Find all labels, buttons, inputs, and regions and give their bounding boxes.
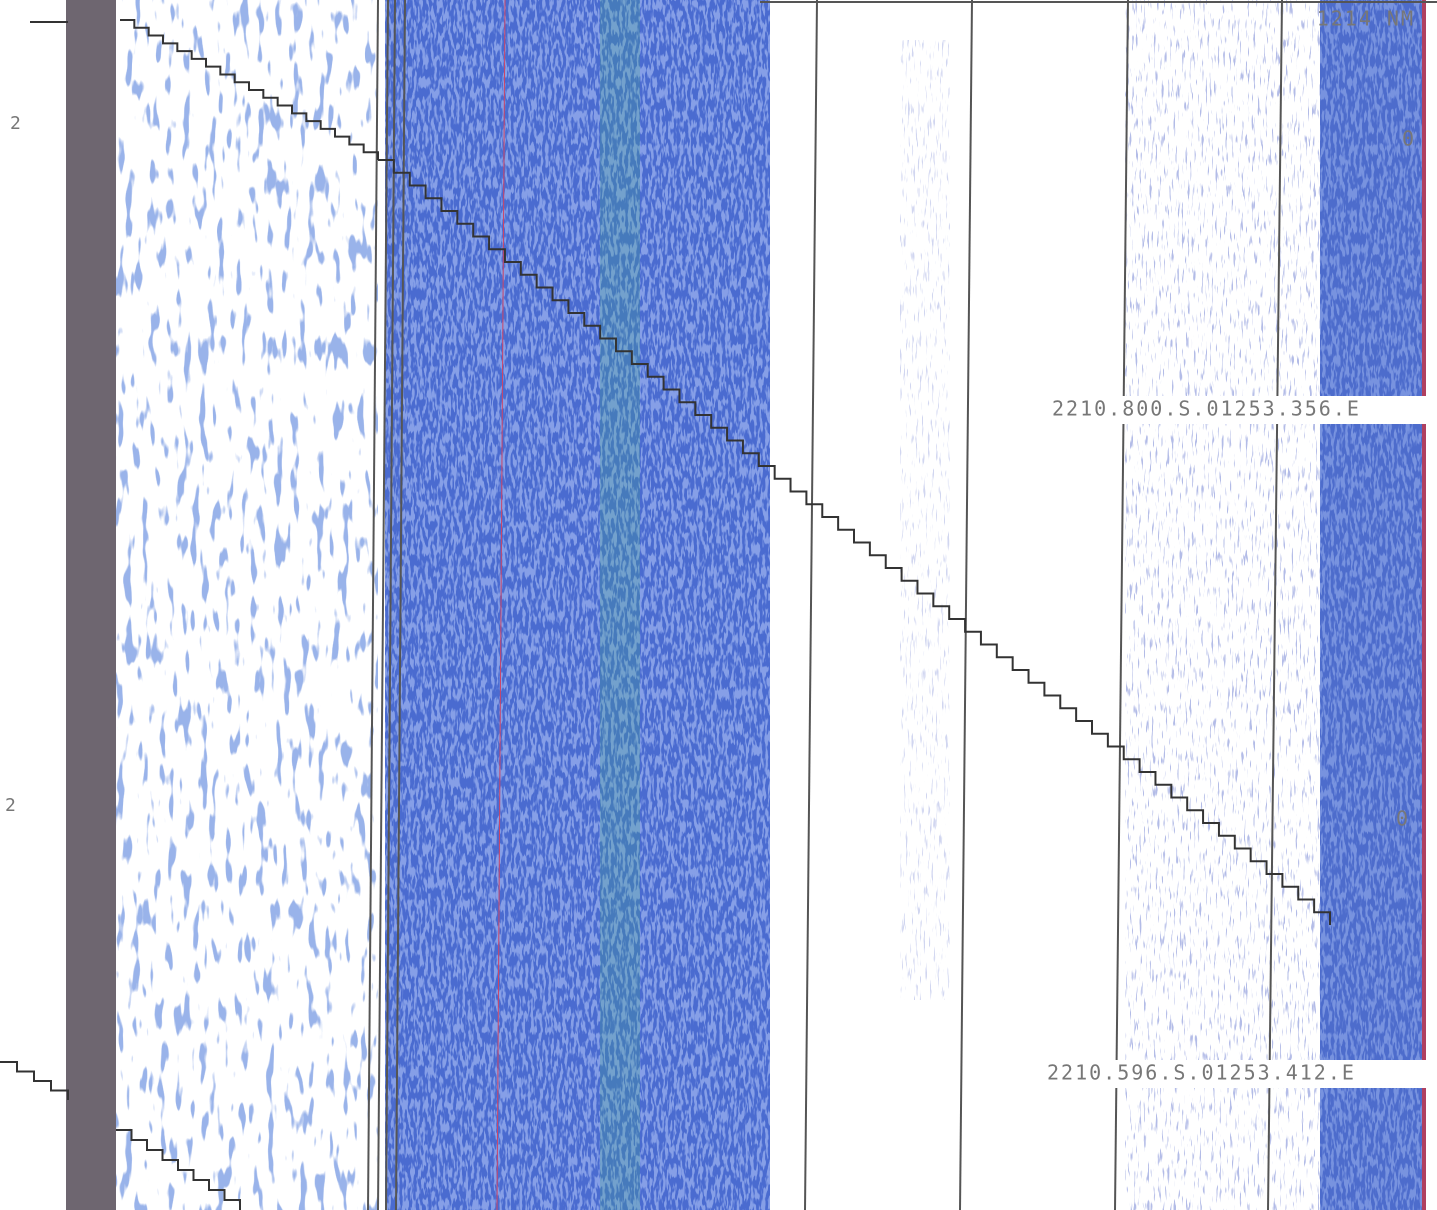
range-label: 1214 NM [1317,7,1415,31]
echo-region [1125,0,1325,1210]
echo-region [900,40,950,1000]
dense-texture [1320,0,1422,1210]
bottom-band [66,0,116,1210]
scale-label: 0 [1396,807,1408,831]
position-label: 2210.596.S.01253.412.E [1047,1061,1356,1085]
scale-label: 0 [1402,127,1414,151]
green-streak [600,0,640,1210]
dense-texture [385,0,770,1210]
edge-line [1422,0,1426,1210]
echogram: 2 2 1214 NM 0 0 2210.800.S.01253.356.E 2… [0,0,1437,1210]
position-label: 2210.800.S.01253.356.E [1052,397,1361,421]
echo-region [116,0,378,1210]
page: 2 2 1214 NM 0 0 2210.800.S.01253.356.E 2… [0,0,1437,1210]
scale-label: 2 [10,113,21,134]
scale-label: 2 [5,795,16,816]
